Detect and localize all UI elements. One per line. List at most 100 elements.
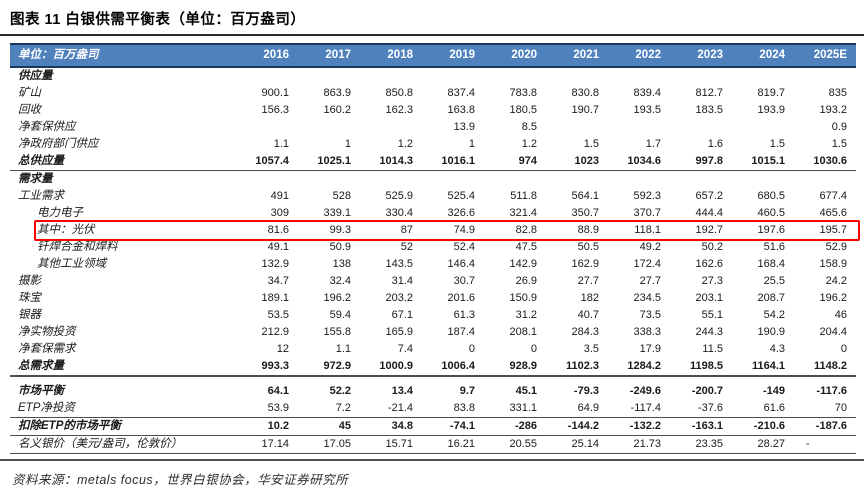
value-cell: 330.4 [385, 207, 413, 219]
value-cell: 46 [834, 309, 847, 321]
row-label: 扣除ETP的市场平衡 [10, 417, 236, 436]
value-cell: 155.8 [323, 326, 351, 338]
value-cell: 21.73 [608, 435, 670, 454]
row-label: 银器 [18, 309, 41, 321]
value-cell: 863.9 [323, 87, 351, 99]
value-cell: 50.2 [701, 241, 723, 253]
value-cell: -74.1 [422, 417, 484, 436]
value-cell: 326.6 [447, 207, 475, 219]
table-row: 市场平衡 64.1 52.2 13.4 9.7 45.1 -79.3 -249.6 -200.7… [10, 376, 856, 400]
value-cell [546, 119, 608, 136]
value-cell: 0 [530, 343, 537, 355]
value-cell: 156.3 [261, 104, 289, 116]
value-cell: 168.4 [757, 258, 785, 270]
value-cell: 208.1 [509, 326, 537, 338]
row-label: 总需求量 [10, 358, 236, 377]
row-label: 净实物投资 [18, 326, 76, 338]
page-title: 图表 11 白银供需平衡表（单位：百万盎司） [10, 12, 306, 28]
year-header: 2024 [732, 43, 794, 68]
table-row: 回收 156.3 160.2 162.3 163.8 180.5 190.7 193.5 183… [10, 102, 856, 119]
value-cell: 24.2 [825, 275, 847, 287]
value-cell: 528 [332, 190, 351, 202]
value-cell: 1 [468, 138, 475, 150]
value-cell: 190.7 [571, 104, 599, 116]
value-cell: 511.8 [510, 190, 537, 202]
value-cell: 70 [794, 400, 856, 418]
value-cell: 309 [270, 207, 289, 219]
value-cell: 444.4 [695, 207, 723, 219]
value-cell [608, 171, 670, 189]
value-cell: 203.2 [385, 292, 413, 304]
value-cell: 146.4 [447, 258, 475, 270]
value-cell: 45 [298, 417, 360, 436]
value-cell: 17.9 [639, 343, 661, 355]
value-cell: 201.6 [447, 292, 475, 304]
table-row: 需求量 [10, 171, 856, 189]
value-cell: 17.05 [298, 435, 360, 454]
value-cell: 190.9 [757, 326, 785, 338]
value-cell: 31.4 [391, 275, 413, 287]
value-cell: 1014.3 [360, 153, 422, 171]
value-cell: 4.3 [769, 343, 785, 355]
table-row: 钎焊合金和焊料 49.1 50.9 52 52.4 47.5 50.5 49.2 50.2 51.… [10, 239, 856, 256]
value-cell: 1006.4 [422, 358, 484, 377]
value-cell [670, 171, 732, 189]
table-row: 总供应量 1057.4 1025.1 1014.3 1016.1 974 1023 1034.… [10, 153, 856, 171]
year-header: 2021 [546, 43, 608, 68]
value-cell: -249.6 [629, 385, 661, 397]
value-cell: 162.9 [571, 258, 599, 270]
value-cell: 1102.3 [546, 358, 608, 377]
value-cell: 83.8 [422, 400, 484, 418]
value-cell [360, 119, 422, 136]
value-cell: 67.1 [391, 309, 413, 321]
value-cell: 81.6 [267, 224, 289, 236]
value-cell: 82.8 [515, 224, 537, 236]
value-cell: 150.9 [509, 292, 537, 304]
value-cell: 331.1 [484, 400, 546, 418]
year-header: 2017 [298, 43, 360, 68]
value-cell: 197.6 [757, 224, 785, 236]
table-row: 净实物投资 212.9 155.8 165.9 187.4 208.1 284.3 338.3… [10, 324, 856, 341]
value-cell [298, 171, 360, 189]
value-cell: 25.5 [763, 275, 785, 287]
value-cell: 193.9 [757, 104, 785, 116]
value-cell: 491 [270, 190, 289, 202]
value-cell [794, 171, 856, 189]
value-cell [794, 67, 856, 85]
value-cell: 993.3 [236, 358, 298, 377]
value-cell: 0 [840, 343, 847, 355]
value-cell: 204.4 [819, 326, 847, 338]
value-cell: 61.3 [453, 309, 475, 321]
row-label: 市场平衡 [18, 385, 64, 397]
value-cell: -163.1 [670, 417, 732, 436]
value-cell [732, 67, 794, 85]
year-header: 2023 [670, 43, 732, 68]
value-cell: 52.4 [453, 241, 475, 253]
value-cell: 196.2 [819, 292, 847, 304]
year-header: 2016 [236, 43, 298, 68]
value-cell: -117.6 [816, 385, 847, 397]
value-cell: 680.5 [757, 190, 785, 202]
value-cell: 45.1 [515, 385, 537, 397]
row-label: ETP净投资 [10, 400, 236, 418]
value-cell: 52.9 [825, 241, 847, 253]
value-cell: 9.7 [459, 385, 475, 397]
value-cell: 23.35 [670, 435, 732, 454]
value-cell: 338.3 [633, 326, 661, 338]
value-cell: -117.4 [608, 400, 670, 418]
value-cell: 13.4 [391, 385, 413, 397]
year-header: 2022 [608, 43, 670, 68]
value-cell: 11.5 [702, 343, 723, 355]
value-cell: 138 [332, 258, 351, 270]
value-cell: 15.71 [360, 435, 422, 454]
row-label: 矿山 [18, 87, 41, 99]
value-cell: 830.8 [571, 87, 599, 99]
row-label: 回收 [18, 104, 41, 116]
value-cell [546, 171, 608, 189]
value-cell: 34.8 [360, 417, 422, 436]
value-cell: 1.7 [645, 138, 661, 150]
value-cell: 17.14 [236, 435, 298, 454]
value-cell: 1.2 [521, 138, 537, 150]
table-row: 电力电子 309 339.1 330.4 326.6 321.4 350.7 370.7 444… [10, 205, 856, 222]
value-cell: 20.55 [484, 435, 546, 454]
